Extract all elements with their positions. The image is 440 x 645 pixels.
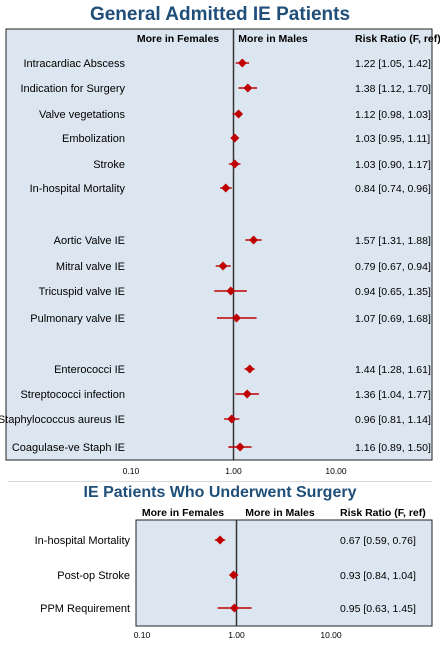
forest-plot-surgery: More in Females More in Males Risk Ratio (… (35, 507, 433, 640)
general-risk-ratio-value: 1.22 [1.05, 1.42] (355, 58, 431, 70)
surgery-header-risk-ratio: Risk Ratio (F, ref) (340, 507, 426, 519)
general-row-label: Stroke (93, 159, 125, 171)
general-risk-ratio-value: 1.03 [0.90, 1.17] (355, 159, 431, 171)
general-row-label: Streptococci infection (20, 389, 125, 401)
surgery-x-tick-label: 10.00 (320, 630, 342, 640)
general-x-tick-label: 10.00 (325, 466, 347, 476)
general-row-label: Mitral valve IE (56, 261, 125, 273)
general-header-males: More in Males (238, 33, 308, 45)
general-risk-ratio-value: 1.36 [1.04, 1.77] (355, 389, 431, 401)
surgery-point-marker (229, 603, 239, 613)
general-point-marker (235, 442, 245, 452)
general-risk-ratio-value: 1.12 [0.98, 1.03] (355, 109, 431, 121)
section-divider (8, 481, 432, 482)
forest-plot-general: More in Females More in Males Risk Ratio (… (0, 28, 440, 476)
general-row-label: Coagulase-ve Staph IE (12, 442, 125, 454)
general-point-marker (243, 83, 253, 93)
general-row-label: Staphylococcus aureus IE (0, 414, 125, 426)
general-x-tick-label: 0.10 (123, 466, 140, 476)
general-risk-ratio-value: 0.84 [0.74, 0.96] (355, 183, 431, 195)
general-point-marker (242, 389, 252, 399)
general-point-marker (232, 313, 242, 323)
general-risk-ratio-value: 1.03 [0.95, 1.11] (355, 133, 430, 145)
general-row-label: Enterococci IE (54, 364, 125, 376)
surgery-row-label: Post-op Stroke (57, 570, 130, 582)
general-row-label: In-hospital Mortality (30, 183, 126, 195)
general-plot-area (5, 28, 433, 461)
general-risk-ratio-value: 1.57 [1.31, 1.88] (355, 235, 431, 247)
general-row-label: Pulmonary valve IE (30, 313, 125, 325)
general-point-marker (237, 58, 247, 68)
general-row-label: Embolization (62, 133, 125, 145)
general-row-label: Valve vegetations (39, 109, 126, 121)
surgery-point-marker (229, 570, 239, 580)
general-point-marker (227, 414, 237, 424)
general-point-marker (230, 133, 240, 143)
surgery-risk-ratio-value: 0.95 [0.63, 1.45] (340, 603, 416, 615)
chart-title-general: General Admitted IE Patients (89, 4, 351, 25)
surgery-risk-ratio-value: 0.67 [0.59, 0.76] (340, 535, 416, 547)
general-point-marker (226, 286, 236, 296)
general-point-marker (245, 364, 255, 374)
surgery-row-label: In-hospital Mortality (35, 535, 131, 547)
general-row-label: Intracardiac Abscess (24, 58, 126, 70)
general-risk-ratio-value: 1.07 [0.69, 1.68] (355, 313, 431, 325)
general-risk-ratio-value: 0.96 [0.81, 1.14] (355, 414, 431, 426)
chart-title-surgery: IE Patients Who Underwent Surgery (83, 484, 357, 501)
general-row-label: Indication for Surgery (20, 83, 125, 95)
general-risk-ratio-value: 0.94 [0.65, 1.35] (355, 286, 431, 298)
surgery-row-label: PPM Requirement (40, 603, 130, 615)
general-row-label: Aortic Valve IE (54, 235, 125, 247)
general-risk-ratio-value: 1.44 [1.28, 1.61] (355, 364, 431, 376)
general-point-marker (234, 109, 244, 119)
general-risk-ratio-value: 1.16 [0.89, 1.50] (355, 442, 431, 454)
surgery-x-tick-label: 1.00 (228, 630, 245, 640)
general-header-females: More in Females (137, 33, 219, 45)
general-risk-ratio-value: 0.79 [0.67, 0.94] (355, 261, 431, 273)
general-risk-ratio-value: 1.38 [1.12, 1.70] (355, 83, 431, 95)
general-point-marker (249, 235, 259, 245)
general-row-label: Tricuspid valve IE (39, 286, 125, 298)
general-point-marker (221, 183, 231, 193)
surgery-point-marker (215, 535, 225, 545)
general-header-risk-ratio: Risk Ratio (F, ref) (355, 33, 440, 45)
general-point-marker (218, 261, 228, 271)
surgery-header-females: More in Females (142, 507, 224, 519)
general-point-marker (230, 159, 240, 169)
surgery-x-tick-label: 0.10 (134, 630, 151, 640)
surgery-plot-area (135, 519, 433, 627)
general-x-tick-label: 1.00 (225, 466, 242, 476)
surgery-header-males: More in Males (245, 507, 315, 519)
surgery-risk-ratio-value: 0.93 [0.84, 1.04] (340, 570, 416, 582)
